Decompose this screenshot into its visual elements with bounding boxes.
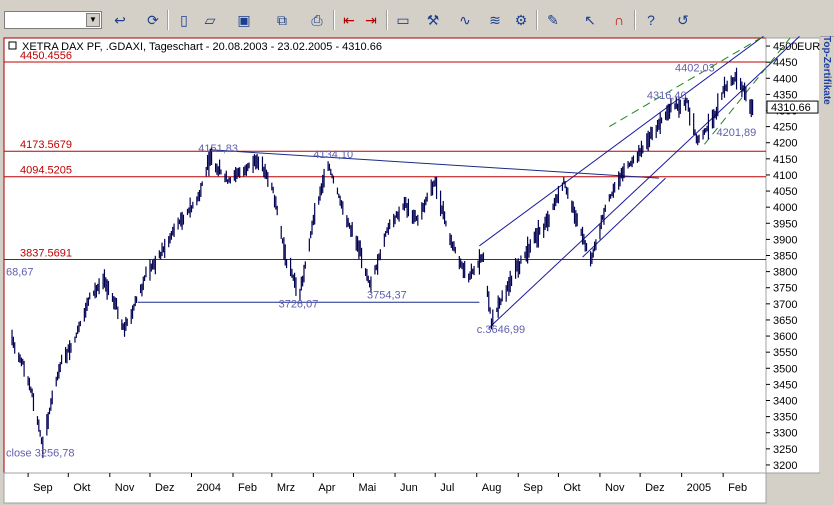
x-tick-label: Apr (318, 482, 335, 494)
x-tick-label: Mrz (277, 482, 295, 494)
y-tick-label: 3950 (773, 218, 797, 230)
window-icon[interactable]: ▭ (396, 12, 410, 28)
x-tick-label: Okt (563, 482, 580, 494)
annotation-label: 68,67 (6, 267, 34, 279)
x-tick-label: Nov (115, 482, 135, 494)
y-tick-label: 3550 (773, 347, 797, 359)
annotation-label: 3726,07 (279, 298, 319, 310)
level-label: 4173.5679 (20, 139, 72, 151)
y-tick-label: 3500 (773, 363, 797, 375)
x-axis-panel (3, 472, 767, 504)
indicator-icon[interactable]: ∿ (459, 12, 471, 28)
trend-line (609, 36, 764, 128)
annotation-label: 3754,37 (367, 289, 407, 301)
y-tick-label: 3800 (773, 267, 797, 279)
trend-line (488, 36, 800, 329)
y-tick-label: 3600 (773, 331, 797, 343)
y-tick-label: 3400 (773, 396, 797, 408)
analysis-icon[interactable]: ≋ (489, 12, 501, 28)
trend-line (210, 149, 659, 179)
y-tick-label: 4200 (773, 138, 797, 150)
help-icon[interactable]: ? (647, 12, 655, 28)
x-tick-label: Jul (440, 482, 454, 494)
y-tick-label: 3250 (773, 444, 797, 456)
x-tick-label: Dez (645, 482, 665, 494)
annotation-label: 4316,40 (647, 90, 687, 102)
x-tick-label: 2005 (687, 482, 711, 494)
y-tick-label: 4400 (773, 73, 797, 85)
x-tick-label: Sep (523, 482, 543, 494)
new-page-icon[interactable]: ▯ (180, 12, 188, 28)
x-tick-label: Okt (73, 482, 90, 494)
price-chart[interactable]: 4450.4556 4173.5679 4094.5205 3837.5691 450… (0, 36, 820, 505)
y-tick-label: 4100 (773, 170, 797, 182)
draw-icon[interactable]: ✎ (547, 12, 559, 28)
y-tick-label: 3200 (773, 460, 797, 472)
y-tick-label: 3300 (773, 428, 797, 440)
x-tick-label: Jun (400, 482, 418, 494)
y-tick-label: 4150 (773, 154, 797, 166)
symbol-combobox[interactable]: ▼ (4, 11, 102, 29)
last-price-box: 4310.66 (766, 100, 819, 114)
x-tick-label: Feb (238, 482, 257, 494)
level-label: 3837.5691 (20, 248, 72, 260)
open-folder-icon[interactable]: ▱ (204, 12, 216, 28)
sidebar-panel[interactable]: Top-Zertifikate (821, 36, 834, 156)
chart-right-icon[interactable]: ⇥ (365, 12, 377, 28)
annotation-label: 4402,03 (675, 63, 715, 75)
tools-icon[interactable]: ⚒ (426, 12, 440, 28)
chart-menu-icon[interactable] (8, 41, 17, 50)
y-tick-label: 4000 (773, 202, 797, 214)
settings-icon[interactable]: ⚙ (514, 12, 528, 28)
y-tick-label: 3700 (773, 299, 797, 311)
copy-icon[interactable]: ⧉ (277, 12, 287, 28)
combo-dropdown-arrow-icon[interactable]: ▼ (86, 13, 100, 27)
reload-icon[interactable]: ↺ (677, 12, 689, 28)
y-tick-label: 4500 (773, 41, 797, 53)
x-tick-label: Dez (155, 482, 175, 494)
trend-line (704, 37, 791, 145)
x-tick-label: Feb (728, 482, 747, 494)
x-tick-label: Mai (359, 482, 377, 494)
plot-area (3, 37, 767, 474)
y-tick-label: 4450 (773, 57, 797, 69)
trend-line (479, 36, 764, 247)
level-label: 4450.4556 (20, 50, 72, 62)
chart-title: XETRA DAX PF, .GDAXI, Tageschart - 20.08… (22, 41, 382, 53)
x-tick-label: Sep (33, 482, 53, 494)
annotation-label: 4151,83 (198, 143, 238, 155)
y-tick-label: 4350 (773, 89, 797, 101)
level-label: 4094.5205 (20, 165, 72, 177)
y-tick-label: 3650 (773, 315, 797, 327)
y-tick-label: 3350 (773, 412, 797, 424)
y-tick-label: 3750 (773, 283, 797, 295)
y-tick-label: 3850 (773, 251, 797, 263)
annotation-label: 4201,89 (717, 127, 757, 139)
annotation-label: 4134,10 (313, 149, 353, 161)
chart-left-icon[interactable]: ⇤ (343, 12, 355, 28)
sidebar-label[interactable]: Top-Zertifikate (821, 36, 832, 105)
print-icon[interactable]: ⎙ (311, 12, 323, 28)
back-arrow-icon[interactable]: ↩ (114, 12, 126, 28)
magnet-icon[interactable]: ∩ (613, 12, 625, 28)
annotation-label: close 3256,78 (6, 448, 75, 460)
annotation-label: c.3646,99 (477, 324, 525, 336)
y-tick-label: 4050 (773, 186, 797, 198)
save-icon[interactable]: ▣ (237, 12, 251, 28)
currency-label: EUR (797, 41, 820, 53)
y-tick-label: 3450 (773, 379, 797, 391)
toolbar: ▼ ↩ ⟳ ▯ ▱ ▣ ⧉ ⎙ ⇤ ⇥ ▭ ⚒ ∿ ≋ ⚙ ✎ ↖ ∩ ? ↺ (0, 0, 834, 37)
cursor-icon[interactable]: ↖ (584, 12, 596, 28)
y-tick-label: 3900 (773, 234, 797, 246)
x-tick-label: Nov (605, 482, 625, 494)
y-tick-label: 4250 (773, 122, 797, 134)
x-tick-label: 2004 (196, 482, 220, 494)
last-price-label: 4310.66 (771, 102, 811, 114)
refresh-icon[interactable]: ⟳ (147, 12, 159, 28)
x-tick-label: Aug (482, 482, 502, 494)
